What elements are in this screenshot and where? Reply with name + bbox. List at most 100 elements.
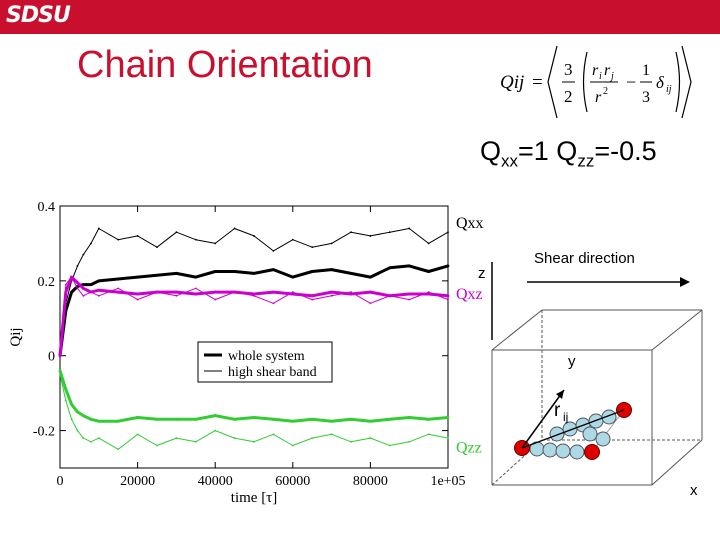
data-point xyxy=(369,275,372,279)
data-point xyxy=(291,291,294,293)
data-point xyxy=(447,437,449,439)
series-label-qxx: Qxx xyxy=(456,215,484,232)
subtitle-q: Q xyxy=(480,136,502,166)
data-point xyxy=(175,417,178,421)
data-point xyxy=(407,292,411,296)
chain-bead xyxy=(549,426,565,442)
x-tick-label: 80000 xyxy=(353,474,388,489)
data-point xyxy=(59,373,61,376)
data-point xyxy=(291,444,294,447)
data-point xyxy=(175,290,178,294)
slide-title: Chain Orientation xyxy=(77,44,373,86)
formula-one: 1 xyxy=(642,62,650,79)
y-tick-label: 0 xyxy=(48,350,55,365)
chain-bead xyxy=(562,421,578,437)
data-point xyxy=(349,292,353,296)
x-axis-title: time [τ] xyxy=(231,490,277,506)
y-tick-label: 0.4 xyxy=(38,200,56,215)
formula-minus: − xyxy=(626,72,636,92)
formula-rj: r xyxy=(604,62,611,79)
data-point xyxy=(272,433,275,436)
header-bar: SDSU xyxy=(0,0,720,34)
data-point xyxy=(81,286,85,290)
data-point xyxy=(369,437,372,439)
subtitle-end: =-0.5 xyxy=(594,136,657,166)
data-point xyxy=(252,416,256,419)
formula-sub-i: i xyxy=(599,71,602,82)
data-point xyxy=(369,302,372,305)
data-point xyxy=(388,294,391,297)
data-point xyxy=(90,291,92,293)
formula-r: r xyxy=(595,89,602,106)
data-point xyxy=(117,287,120,290)
subtitle-mid: =1 Q xyxy=(518,136,578,166)
data-point xyxy=(388,417,392,421)
data-point xyxy=(253,440,255,443)
data-point xyxy=(349,417,353,421)
data-point xyxy=(70,276,73,279)
data-point xyxy=(427,417,430,421)
data-point xyxy=(330,294,333,297)
right-paren xyxy=(675,51,681,113)
data-point xyxy=(76,287,79,290)
data-point xyxy=(272,417,275,421)
data-point xyxy=(82,437,85,439)
chain-bead xyxy=(555,443,571,459)
data-point xyxy=(117,238,120,241)
data-point xyxy=(408,227,411,230)
data-point xyxy=(291,238,294,241)
formula-lhs: Qij xyxy=(500,72,524,93)
data-point xyxy=(89,283,93,286)
data-point xyxy=(90,440,92,443)
data-point xyxy=(233,417,237,421)
data-point xyxy=(330,242,333,245)
data-point xyxy=(214,298,217,301)
rij-label: r xyxy=(554,400,561,421)
rij-subscript: ij xyxy=(563,410,568,424)
data-point xyxy=(350,231,352,234)
shear-direction-arrowhead xyxy=(680,277,690,287)
chain-bead xyxy=(601,409,617,425)
data-point xyxy=(136,275,140,279)
data-point xyxy=(330,419,333,423)
data-point xyxy=(253,235,255,237)
data-point xyxy=(350,291,352,293)
legend-label: whole system xyxy=(228,349,305,364)
data-point xyxy=(89,417,93,421)
series-line-qzz-band xyxy=(59,374,449,450)
box-edge-depth-1 xyxy=(491,309,543,351)
x-tick-label: 60000 xyxy=(275,474,310,489)
qij-time-chart: 0 20000 40000 60000 80000 1e+05 -0.2 0 0.2 0.4 tim… xyxy=(8,200,484,506)
data-point xyxy=(214,429,217,432)
data-point xyxy=(291,275,295,279)
x-tick-label: 1e+05 xyxy=(430,474,465,489)
data-point xyxy=(233,270,237,273)
formula-delta: δ xyxy=(656,73,665,92)
data-point xyxy=(97,279,101,283)
data-point xyxy=(116,290,120,294)
data-point xyxy=(97,419,101,423)
data-point xyxy=(214,242,217,245)
data-point xyxy=(388,266,392,270)
formula-equals: = xyxy=(532,72,543,93)
box-edge-depth-2 xyxy=(651,309,703,351)
data-point xyxy=(194,287,197,290)
chain-orientation-diagram: z Shear direction y r ij x xyxy=(478,250,703,499)
data-point xyxy=(194,417,198,421)
data-point xyxy=(136,433,139,436)
data-point xyxy=(427,242,430,245)
data-point xyxy=(447,231,449,234)
data-point xyxy=(97,437,100,439)
data-point xyxy=(272,268,275,272)
data-point xyxy=(175,271,178,275)
data-point xyxy=(156,246,158,249)
data-point xyxy=(70,418,73,421)
data-point xyxy=(76,281,79,285)
formula-ri: r xyxy=(592,62,599,79)
formula-sup-2: 2 xyxy=(603,86,608,97)
data-point xyxy=(64,283,67,286)
data-point xyxy=(388,444,391,447)
data-point xyxy=(311,437,314,439)
data-point xyxy=(136,416,140,419)
data-point xyxy=(97,294,100,297)
